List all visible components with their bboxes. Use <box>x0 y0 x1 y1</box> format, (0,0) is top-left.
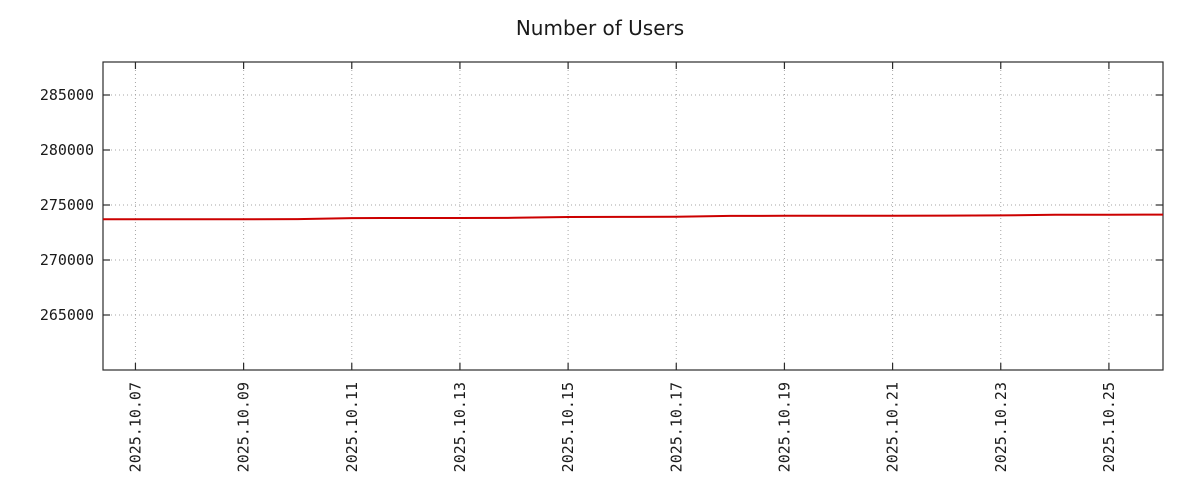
x-axis-tick-label: 2025.10.13 <box>451 382 469 472</box>
x-axis-tick-label: 2025.10.09 <box>235 382 253 472</box>
y-axis-tick-label: 275000 <box>40 196 94 214</box>
plot-border <box>102 61 1164 371</box>
y-axis-tick-label: 265000 <box>40 306 94 324</box>
x-axis-tick-label: 2025.10.07 <box>126 382 144 472</box>
x-axis-tick-label: 2025.10.17 <box>667 382 685 472</box>
y-axis-tick-label: 280000 <box>40 141 94 159</box>
x-axis-tick-label: 2025.10.23 <box>992 382 1010 472</box>
x-axis-tick-label: 2025.10.25 <box>1100 382 1118 472</box>
y-axis-tick-label: 285000 <box>40 86 94 104</box>
series-line-number-of-users <box>103 213 1163 221</box>
chart-title: Number of Users <box>515 16 685 40</box>
x-axis-tick-label: 2025.10.15 <box>559 382 577 472</box>
y-axis-tick-label: 270000 <box>40 251 94 269</box>
x-axis-tick-label: 2025.10.11 <box>343 382 361 472</box>
x-axis-tick-label: 2025.10.21 <box>884 382 902 472</box>
x-axis-tick-label: 2025.10.19 <box>775 382 793 472</box>
